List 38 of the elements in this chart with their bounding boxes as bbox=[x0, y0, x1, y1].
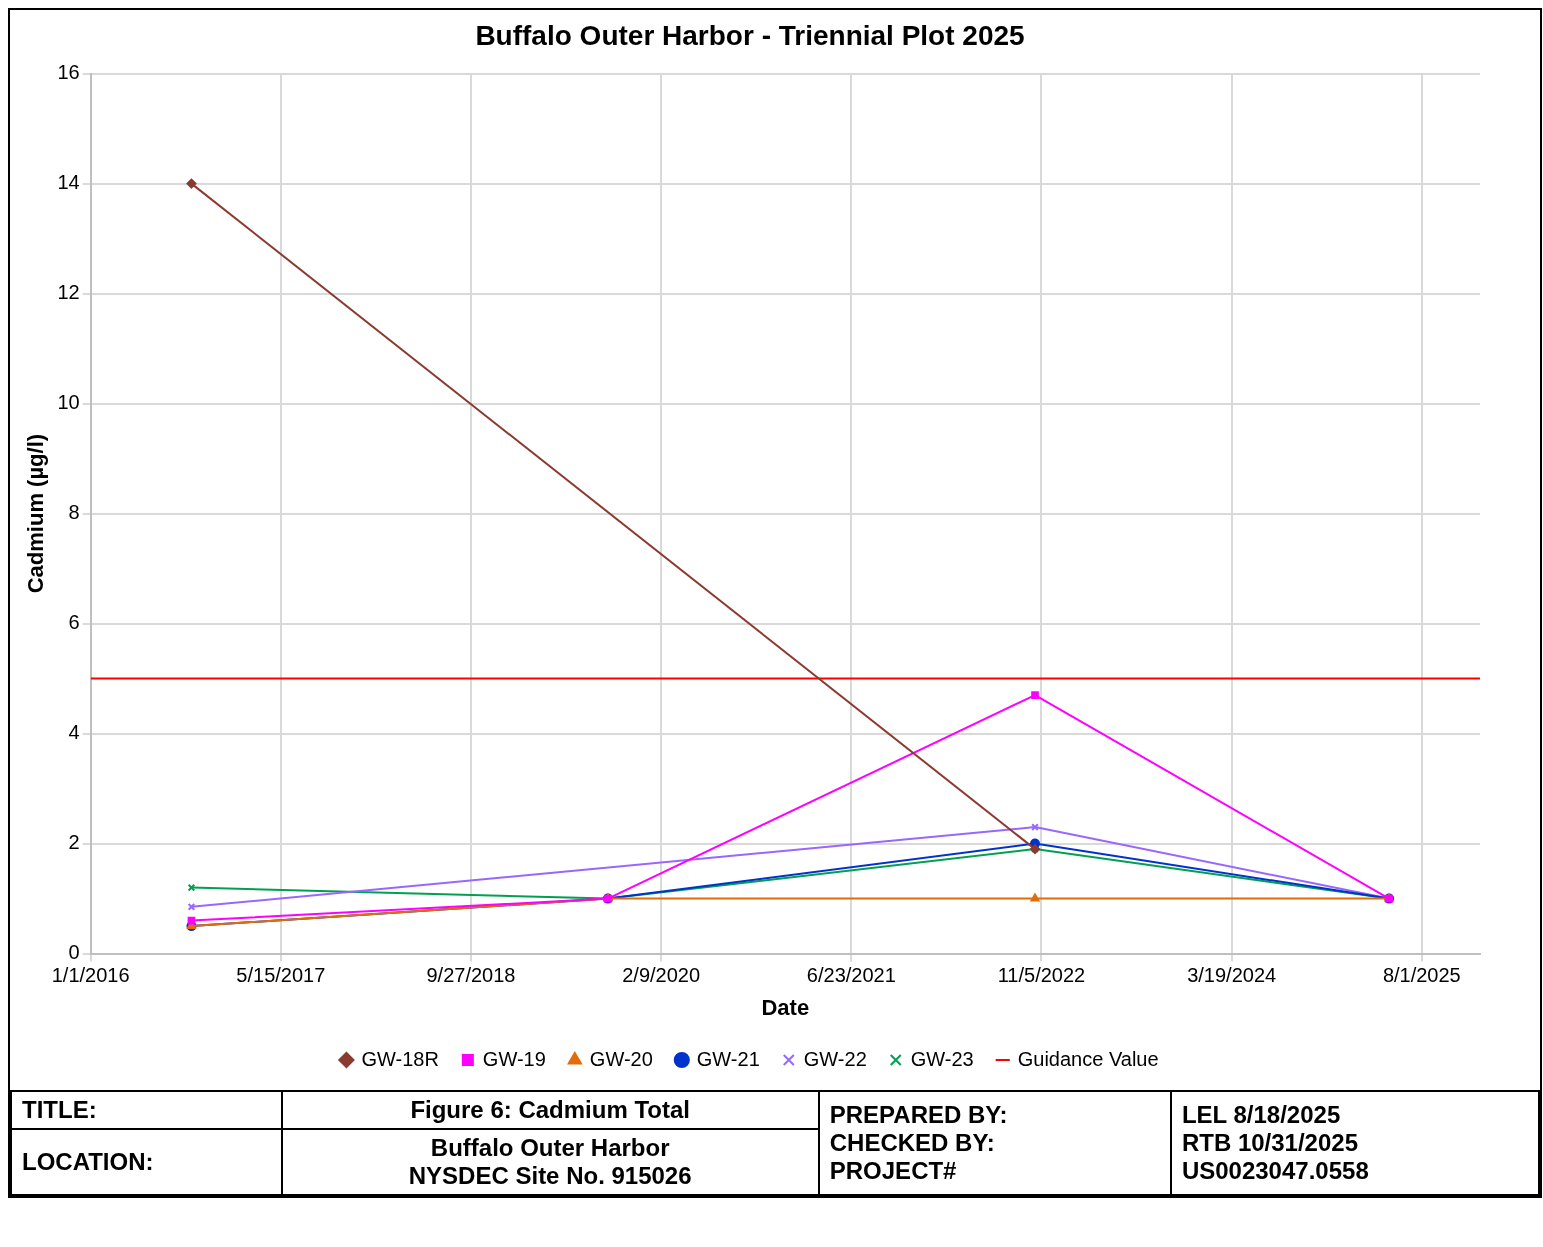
text: Buffalo Outer Harbor bbox=[429, 1134, 671, 1162]
x-tick-label: 3/19/2024 bbox=[1187, 964, 1277, 987]
legend-label: GW-22 bbox=[803, 1047, 867, 1070]
text: TITLE: bbox=[11, 1091, 282, 1129]
text: NYSDEC Site No. 915026 bbox=[407, 1162, 693, 1190]
x-tick-label: 6/23/2021 bbox=[806, 964, 896, 987]
text: LOCATION: bbox=[11, 1129, 282, 1195]
y-tick-label: 10 bbox=[57, 391, 80, 414]
text: RTB 10/31/2025 bbox=[1181, 1129, 1359, 1157]
x-tick-label: 1/1/2016 bbox=[51, 964, 130, 987]
x-axis-title: Date bbox=[761, 994, 810, 1020]
x-tick-label: 11/5/2022 bbox=[997, 964, 1086, 987]
text: PROJECT# bbox=[829, 1157, 958, 1185]
legend-label: Guidance Value bbox=[1017, 1047, 1159, 1070]
x-tick-label: 9/27/2018 bbox=[426, 964, 516, 987]
legend-label: GW-23 bbox=[910, 1047, 974, 1070]
x-tick-label: 2/9/2020 bbox=[622, 964, 701, 987]
legend-label: GW-20 bbox=[589, 1047, 653, 1070]
caption: Figure 6: Cadmium Total bbox=[281, 1091, 819, 1129]
chart-title: Buffalo Outer Harbor - Triennial Plot 2025 bbox=[475, 19, 1025, 51]
legend-label: GW-19 bbox=[482, 1047, 546, 1070]
text: CHECKED BY: bbox=[829, 1129, 996, 1157]
y-tick-label: 12 bbox=[57, 281, 80, 304]
y-tick-label: 16 bbox=[57, 61, 80, 84]
y-axis-title: Cadmium (µg/l) bbox=[23, 433, 49, 594]
text: US0023047.0558 bbox=[1181, 1157, 1370, 1185]
legend-label: GW-21 bbox=[696, 1047, 760, 1070]
x-tick-label: 8/1/2025 bbox=[1382, 964, 1461, 987]
y-tick-label: 14 bbox=[57, 171, 80, 194]
y-tick-label: 6 bbox=[68, 611, 80, 634]
y-tick-label: 2 bbox=[68, 831, 80, 854]
x-tick-label: 5/15/2017 bbox=[236, 964, 326, 987]
y-tick-label: 8 bbox=[68, 501, 80, 524]
text: LEL 8/18/2025 bbox=[1181, 1101, 1342, 1129]
legend-label: GW-18R bbox=[361, 1047, 439, 1070]
text: PREPARED BY: bbox=[829, 1101, 1009, 1129]
y-tick-label: 4 bbox=[68, 721, 80, 744]
y-tick-label: 0 bbox=[68, 941, 80, 964]
